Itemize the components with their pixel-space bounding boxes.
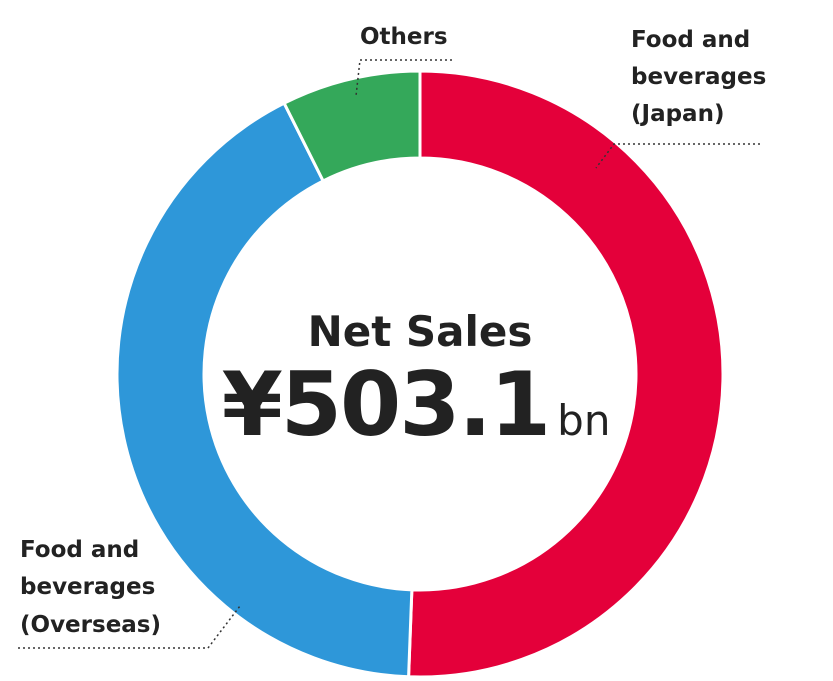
- leader-line-japan: [595, 143, 760, 169]
- leader-line-others: [355, 59, 452, 97]
- slice-label-japan: Food and beverages (Japan): [631, 27, 774, 127]
- center-value: ¥503.1: [222, 353, 550, 456]
- slice-label-overseas: Food and beverages (Overseas): [20, 537, 163, 638]
- donut-slice-japan: [407, 69, 725, 679]
- center-unit: bn: [557, 396, 610, 445]
- leader-line-overseas: [18, 605, 241, 649]
- donut-slice-others: [282, 69, 422, 183]
- donut-slices: [115, 69, 725, 679]
- center-title: Net Sales: [308, 307, 533, 356]
- donut-slice-overseas: [115, 101, 414, 679]
- center-total: ¥503.1 bn: [222, 353, 611, 456]
- slice-label-others: Others: [360, 24, 448, 50]
